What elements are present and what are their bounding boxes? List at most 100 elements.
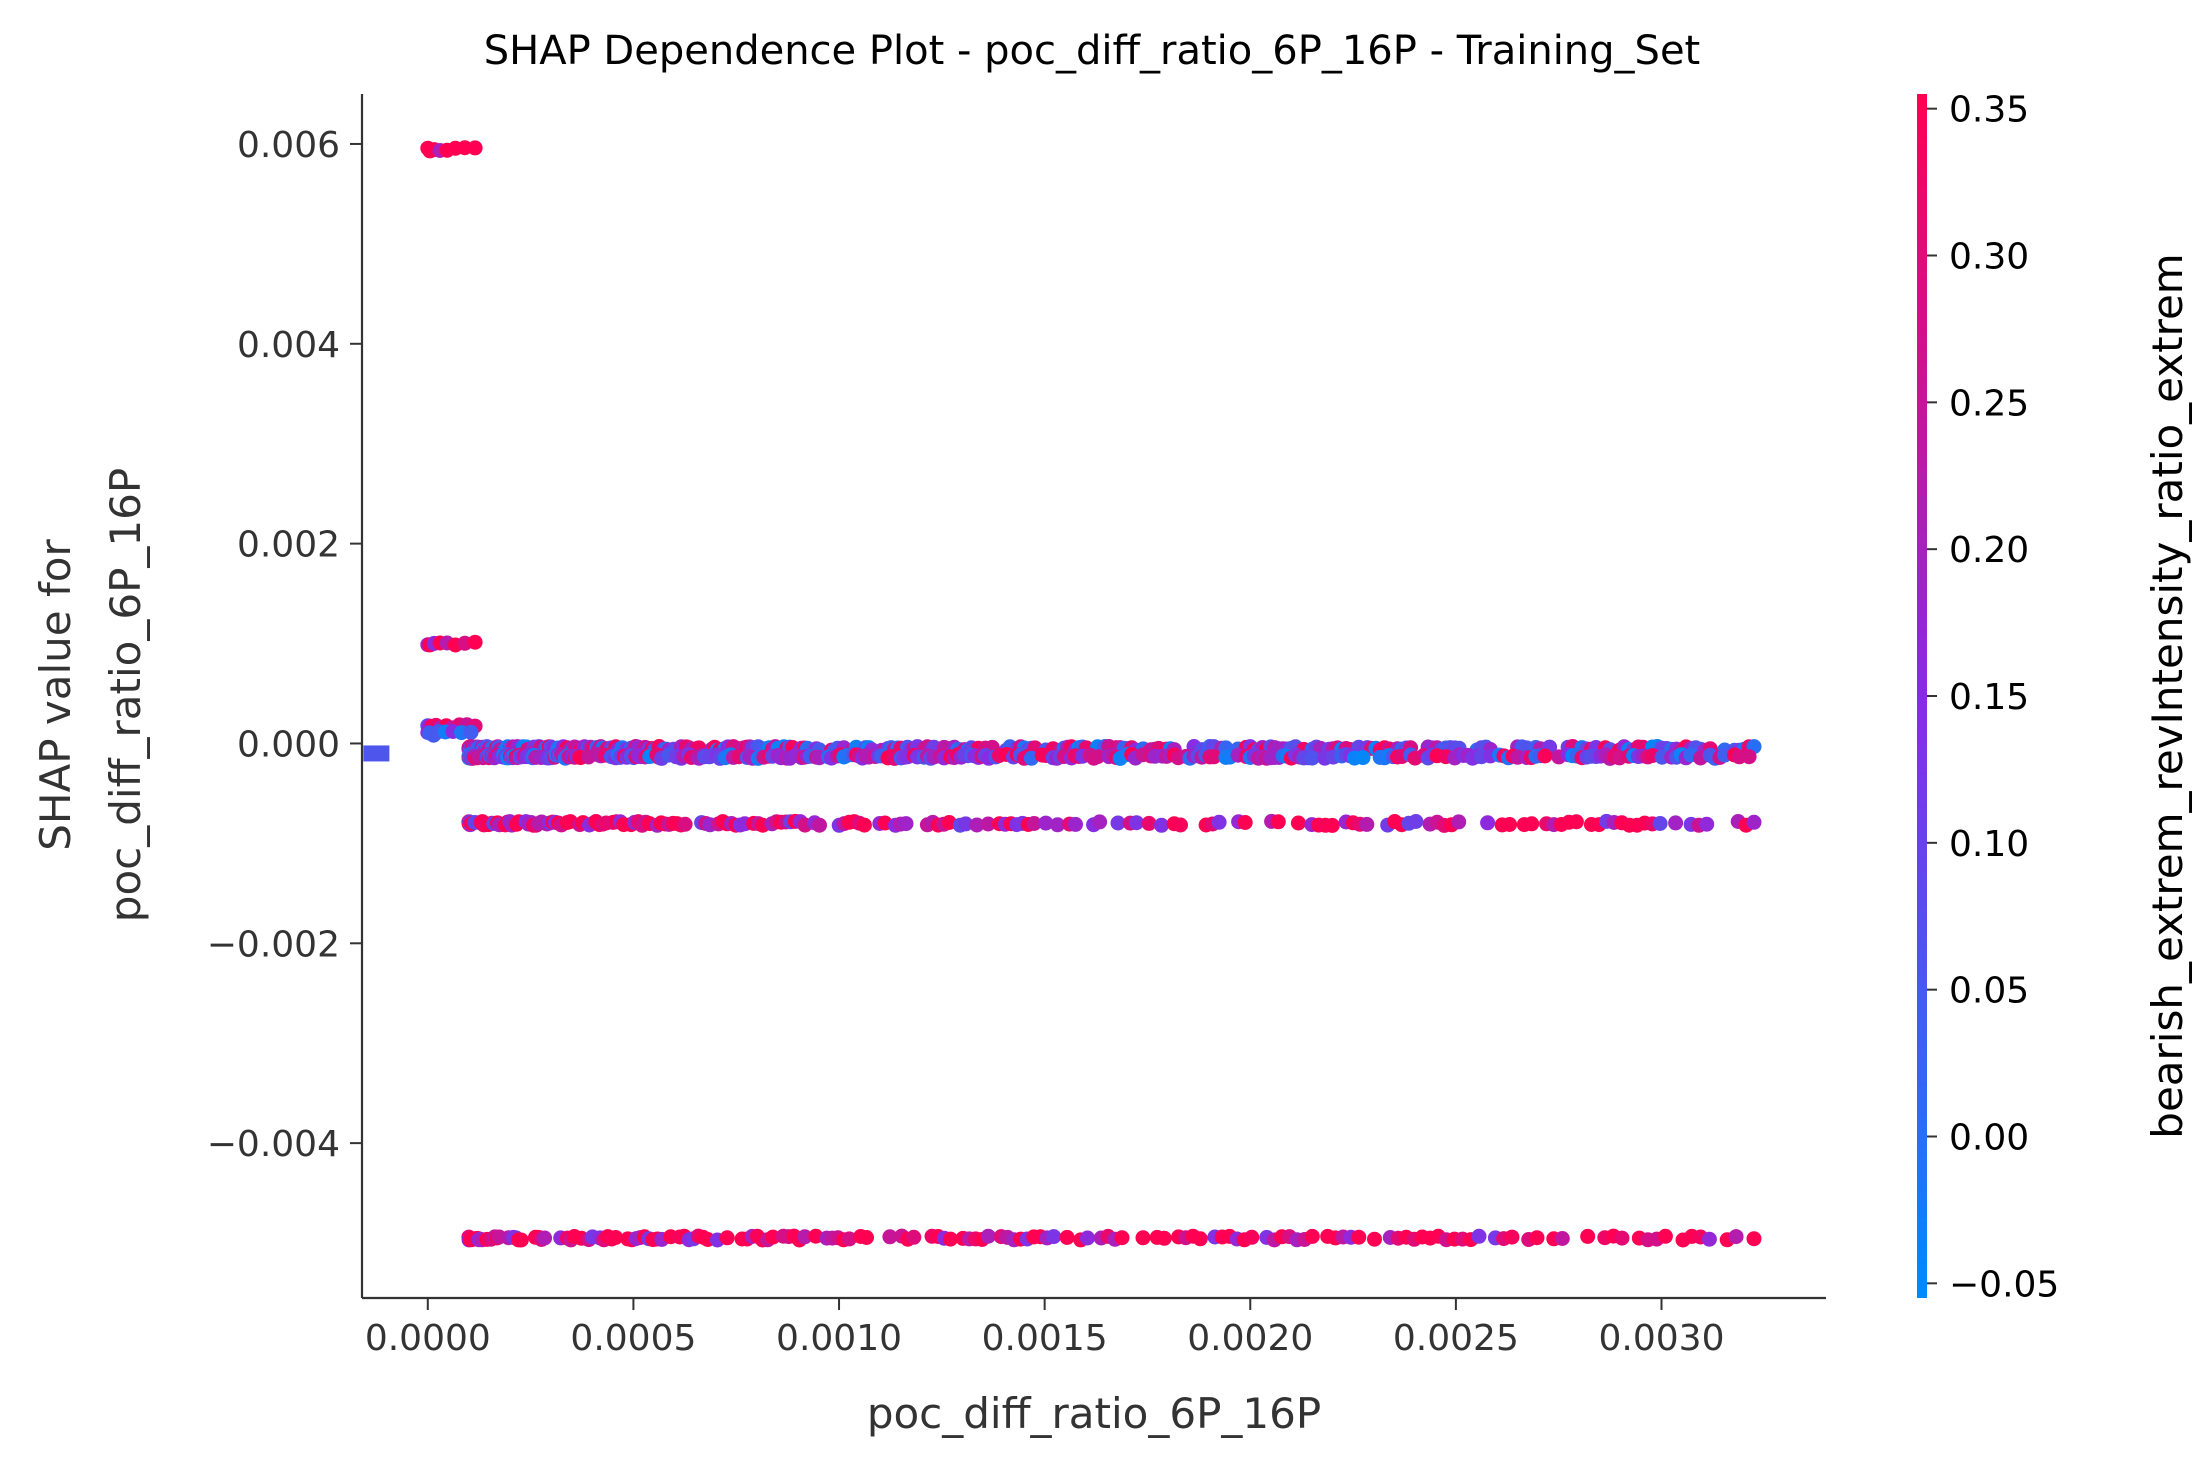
colorbar-tick-label: 0.00 — [1949, 1117, 2029, 1158]
data-point — [980, 816, 996, 832]
data-point — [1092, 814, 1108, 830]
y-tick-label: 0.000 — [237, 724, 340, 765]
data-point — [1244, 1229, 1260, 1245]
data-point — [1173, 817, 1188, 833]
data-point — [1614, 1230, 1630, 1246]
data-point — [1502, 817, 1518, 832]
missing-value-marker — [363, 745, 390, 762]
data-point — [1068, 816, 1083, 832]
data-point — [467, 140, 483, 156]
data-point — [1504, 1229, 1520, 1245]
y-axis-label-line2: poc_diff_ratio_6P_16P — [101, 468, 150, 922]
data-point — [1554, 1231, 1570, 1246]
scatter-points — [363, 140, 1762, 1248]
y-tick-label: −0.004 — [207, 1124, 340, 1165]
data-point — [1154, 817, 1169, 833]
data-point — [1237, 815, 1253, 830]
data-point — [1668, 815, 1684, 831]
x-axis-label: poc_diff_ratio_6P_16P — [867, 1389, 1321, 1438]
chart-title: SHAP Dependence Plot - poc_diff_ratio_6P… — [484, 28, 1700, 74]
colorbar — [1917, 94, 1927, 1298]
data-point — [1211, 814, 1227, 830]
colorbar-ticks: 0.35 0.30 0.25 0.20 0.15 0.10 0.05 0.00 −0.05 — [1927, 90, 2059, 1305]
data-point — [1652, 816, 1668, 831]
data-point — [1046, 1229, 1062, 1245]
y-axis-label-line1: SHAP value for — [31, 539, 80, 851]
x-tick-label: 0.0000 — [365, 1318, 491, 1359]
x-tick-label: 0.0030 — [1599, 1318, 1725, 1359]
data-point — [1192, 1231, 1208, 1247]
x-tick-label: 0.0025 — [1393, 1318, 1519, 1359]
data-point — [1050, 817, 1066, 833]
data-point — [969, 817, 985, 833]
data-point — [1206, 749, 1222, 765]
data-point — [719, 1230, 735, 1246]
data-point — [1090, 749, 1106, 765]
data-point — [1110, 815, 1126, 831]
data-point — [1059, 1229, 1075, 1245]
colorbar-label: bearish_extrem_revIntensity_ratio_extrem — [2143, 253, 2192, 1138]
data-point — [1156, 1230, 1172, 1246]
data-point — [1367, 1231, 1382, 1247]
data-point — [537, 1230, 553, 1246]
data-point — [608, 1230, 624, 1245]
colorbar-tick-label: 0.25 — [1949, 383, 2029, 424]
data-point — [943, 1231, 958, 1247]
data-point — [856, 817, 872, 833]
data-point — [906, 1229, 922, 1245]
data-point — [1304, 750, 1320, 766]
data-point — [677, 816, 693, 832]
data-point — [812, 817, 827, 833]
data-point — [1524, 816, 1540, 832]
data-point — [1141, 815, 1157, 831]
data-point — [1699, 816, 1715, 832]
data-point — [1290, 815, 1306, 831]
y-tick-label: 0.004 — [237, 325, 340, 366]
data-point — [1324, 817, 1340, 833]
data-point — [898, 816, 914, 832]
x-tick-label: 0.0015 — [982, 1318, 1108, 1359]
x-ticks: 0.0000 0.0005 0.0010 0.0015 0.0020 0.0025 0.00… — [365, 1298, 1725, 1359]
data-point — [1529, 1230, 1545, 1246]
data-point — [1270, 814, 1286, 830]
data-point — [1701, 1231, 1717, 1247]
data-point — [1304, 1228, 1320, 1244]
data-point — [1135, 1230, 1151, 1246]
data-point — [467, 634, 483, 650]
y-tick-label: 0.002 — [237, 525, 340, 566]
data-point — [1129, 815, 1144, 831]
data-point — [1568, 814, 1584, 830]
colorbar-tick-label: 0.15 — [1949, 677, 2029, 718]
data-point — [958, 816, 974, 832]
y-tick-label: −0.002 — [207, 924, 340, 965]
data-point — [1351, 1229, 1367, 1245]
y-tick-label: 0.006 — [237, 125, 340, 166]
y-ticks: 0.006 0.004 0.002 0.000 −0.002 −0.004 — [207, 125, 362, 1165]
colorbar-tick-label: 0.05 — [1949, 971, 2029, 1012]
data-point — [1080, 1230, 1095, 1246]
colorbar-tick-label: 0.10 — [1949, 824, 2029, 865]
data-point — [1451, 814, 1467, 830]
data-point — [1728, 1229, 1744, 1245]
x-tick-label: 0.0010 — [776, 1318, 902, 1359]
colorbar-tick-label: 0.20 — [1949, 530, 2029, 571]
data-point — [1038, 815, 1054, 831]
data-point — [859, 1230, 874, 1245]
data-point — [1480, 815, 1496, 831]
data-point — [1746, 1231, 1762, 1247]
data-point — [1741, 749, 1757, 765]
data-point — [1114, 1230, 1130, 1246]
axes — [360, 94, 1826, 1300]
colorbar-tick-label: 0.35 — [1949, 90, 2029, 131]
data-point — [1355, 750, 1371, 766]
x-tick-label: 0.0020 — [1187, 1318, 1313, 1359]
data-point — [1026, 816, 1042, 831]
data-point — [1657, 1228, 1673, 1244]
data-point — [513, 1232, 529, 1248]
data-point — [1537, 748, 1553, 764]
data-point — [882, 1229, 898, 1245]
colorbar-tick-label: 0.30 — [1949, 237, 2029, 278]
data-point — [1408, 814, 1424, 829]
data-point — [1359, 816, 1375, 832]
